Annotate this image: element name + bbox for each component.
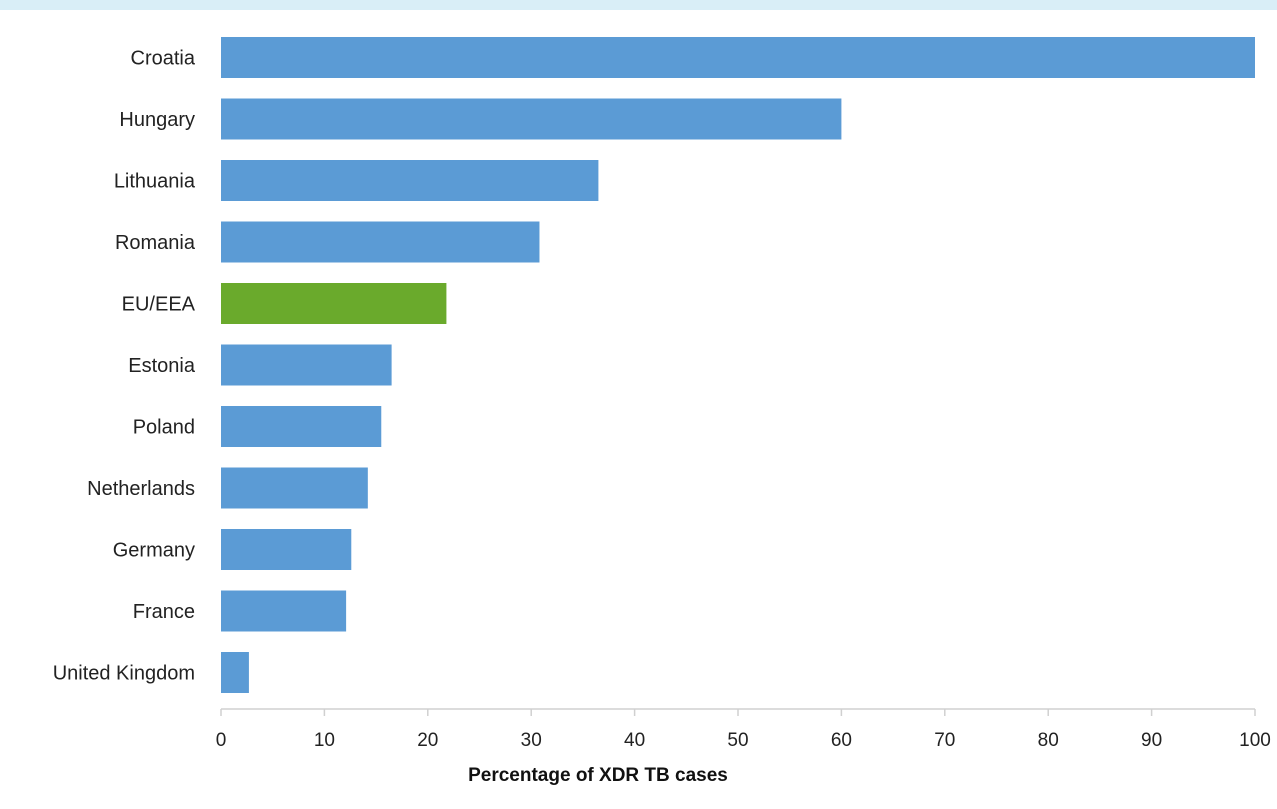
bar-netherlands: [221, 467, 368, 509]
bar-poland: [221, 406, 382, 447]
category-label-hungary: Hungary: [119, 109, 195, 131]
category-label-netherlands: Netherlands: [87, 478, 195, 500]
x-axis-title: Percentage of XDR TB cases: [468, 765, 728, 786]
top-strip: [0, 0, 1277, 10]
x-tick-label-20: 20: [417, 730, 438, 751]
bar-croatia: [221, 37, 1255, 78]
bar-estonia: [221, 344, 392, 386]
x-ticks-group: 0 10 20 30 40 50 60 70 80 90 100: [216, 709, 1271, 751]
category-label-united-kingdom: United Kingdom: [53, 663, 195, 685]
x-tick-label-100: 100: [1239, 730, 1271, 751]
category-label-romania: Romania: [115, 232, 196, 254]
bar-hungary: [221, 98, 842, 140]
category-labels-group: Croatia Hungary Lithuania Romania EU/EEA Esto…: [53, 48, 196, 685]
bars-group: [221, 37, 1255, 693]
category-label-eu-eea: EU/EEA: [122, 294, 196, 316]
category-label-lithuania: Lithuania: [114, 171, 196, 193]
x-tick-label-60: 60: [831, 730, 852, 751]
category-label-france: France: [133, 601, 195, 623]
chart: Croatia Hungary Lithuania Romania EU/EEA Esto…: [0, 10, 1277, 809]
x-tick-label-0: 0: [216, 730, 227, 751]
bar-germany: [221, 529, 352, 570]
category-label-estonia: Estonia: [128, 355, 196, 377]
category-label-poland: Poland: [133, 417, 195, 439]
x-tick-label-70: 70: [934, 730, 955, 751]
x-tick-label-40: 40: [624, 730, 645, 751]
x-tick-label-90: 90: [1141, 730, 1162, 751]
x-tick-label-10: 10: [314, 730, 335, 751]
x-tick-label-30: 30: [521, 730, 542, 751]
bar-eu-eea: [221, 283, 447, 324]
bar-united-kingdom: [221, 652, 249, 693]
bar-france: [221, 590, 347, 632]
x-tick-label-80: 80: [1038, 730, 1059, 751]
category-label-croatia: Croatia: [131, 48, 196, 70]
bar-lithuania: [221, 160, 599, 201]
x-tick-label-50: 50: [727, 730, 748, 751]
bar-romania: [221, 221, 540, 263]
category-label-germany: Germany: [113, 540, 195, 562]
bar-chart-svg: Croatia Hungary Lithuania Romania EU/EEA Esto…: [53, 37, 1271, 786]
